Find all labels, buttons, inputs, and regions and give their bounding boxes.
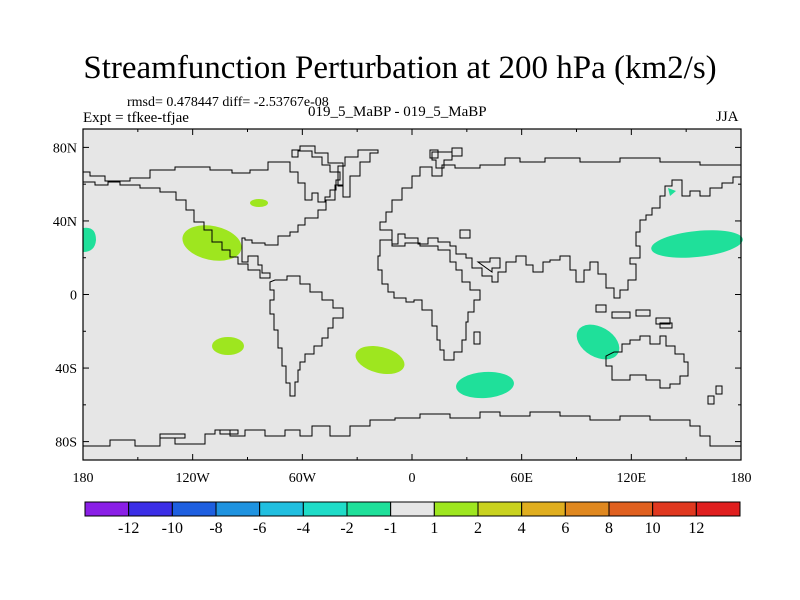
colorbar-label: 8: [605, 520, 613, 537]
coastline-africa: [377, 239, 481, 361]
y-axis-tick-labels: 80N 40N 0 40S 80S: [53, 141, 77, 450]
y-tick-label: 80S: [55, 436, 77, 451]
colorbar-swatch: [259, 501, 304, 517]
colorbar-swatch: [128, 501, 173, 517]
coastline-north-america: [83, 145, 344, 279]
x-tick-label: 60E: [510, 471, 533, 486]
colorbar-swatch: [652, 501, 697, 517]
colorbar: [84, 501, 741, 517]
anomaly-positive-south-atlantic: [355, 346, 405, 374]
colorbar-label: 6: [561, 520, 569, 537]
colorbar-label: -2: [340, 520, 353, 537]
coastline-eurasia: [379, 157, 741, 299]
colorbar-label: -10: [162, 520, 183, 537]
colorbar-swatch: [477, 501, 523, 517]
colorbar-label: -8: [209, 520, 222, 537]
colorbar-label: 4: [518, 520, 526, 537]
colorbar-swatch: [215, 501, 261, 517]
coastline-new-zealand: [707, 385, 723, 405]
x-axis-ticks: [82, 129, 742, 460]
coastline-australia: [605, 335, 689, 389]
y-tick-label: 40N: [53, 215, 77, 230]
x-tick-label: 180: [731, 471, 752, 486]
x-tick-label: 120E: [617, 471, 647, 486]
colorbar-swatch: [84, 501, 130, 517]
coastline-antarctica: [83, 411, 741, 447]
colorbar-label: 1: [430, 520, 438, 537]
coastline-madagascar: [473, 331, 481, 345]
coastline-south-america: [269, 275, 344, 397]
colorbar-label: -12: [118, 520, 139, 537]
coastline-scandinavia: [431, 151, 453, 169]
coastline-indonesia: [595, 304, 673, 329]
x-tick-label: 60W: [289, 471, 317, 486]
coastline-greenland: [337, 149, 379, 198]
anomaly-negative-indian-ocean-east: [576, 324, 620, 360]
coastline-arabia: [476, 257, 501, 273]
colorbar-label: -6: [253, 520, 266, 537]
anomaly-negative-pacific-northwest: [651, 230, 743, 258]
colorbar-swatch: [433, 501, 479, 517]
anomaly-positive-north-america: [250, 199, 268, 207]
anomaly-positive-mexico: [182, 225, 242, 261]
x-tick-label: 120W: [176, 471, 211, 486]
colorbar-label: -4: [297, 520, 310, 537]
season-text: JJA: [716, 109, 739, 125]
anomaly-positive-south-pacific: [212, 337, 244, 355]
y-tick-label: 40S: [55, 362, 77, 377]
anomaly-negative-atlantic-north: [83, 227, 96, 252]
case-text: 019_5_MaBP - 019_5_MaBP: [308, 104, 487, 120]
y-axis-ticks: [83, 146, 741, 443]
colorbar-label: 2: [474, 520, 482, 537]
coastline-caspian: [459, 229, 471, 239]
experiment-text: Expt = tfkee-tfjae: [83, 110, 189, 126]
x-tick-label: 0: [409, 471, 416, 486]
coastline-antarctic-shelf: [159, 429, 239, 439]
colorbar-swatch: [171, 501, 217, 517]
colorbar-labels: -12 -10 -8 -6 -4 -2 -1 1 2 4 6 8 10 12: [118, 520, 704, 537]
coastlines: [83, 145, 741, 447]
colorbar-swatch: [390, 501, 435, 517]
anomaly-negative-kamchatka: [668, 188, 676, 196]
x-axis-tick-labels: 180 120W 60W 0 60E 120E 180: [73, 471, 752, 486]
colorbar-swatch: [346, 501, 392, 517]
map-title: Streamfunction Perturbation at 200 hPa (…: [83, 50, 717, 86]
colorbar-label: 10: [645, 520, 661, 537]
colorbar-swatch: [302, 501, 348, 517]
stats-text: rmsd= 0.478447 diff= -2.53767e-08: [127, 95, 329, 110]
colorbar-swatch: [608, 501, 654, 517]
anomaly-contours: [83, 188, 743, 399]
colorbar-label: 12: [688, 520, 704, 537]
x-tick-label: 180: [73, 471, 94, 486]
colorbar-swatch: [521, 501, 566, 517]
colorbar-swatch: [564, 501, 610, 517]
colorbar-label: -1: [384, 520, 397, 537]
y-tick-label: 0: [70, 289, 77, 304]
anomaly-negative-indian-ocean-south: [456, 371, 514, 399]
colorbar-swatch: [695, 501, 741, 517]
y-tick-label: 80N: [53, 141, 77, 156]
